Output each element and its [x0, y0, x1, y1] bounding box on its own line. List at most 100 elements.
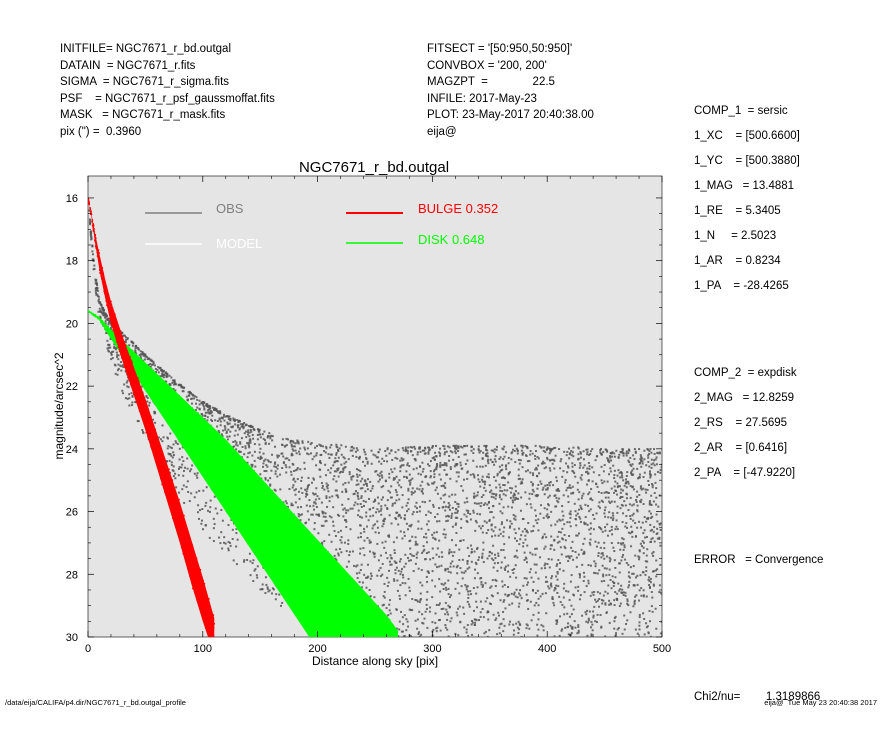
obs-point	[416, 453, 419, 456]
bulge-series-point	[88, 203, 91, 206]
obs-point	[507, 473, 510, 476]
obs-point	[600, 465, 603, 468]
obs-point	[645, 554, 648, 557]
disk-series-point	[152, 394, 154, 397]
obs-point	[320, 501, 323, 504]
obs-point	[431, 445, 434, 448]
obs-point	[378, 448, 381, 451]
obs-point	[612, 546, 615, 549]
obs-point	[588, 610, 591, 613]
obs-point	[381, 562, 384, 565]
disk-series-point	[296, 604, 299, 606]
obs-point	[228, 435, 231, 438]
obs-point	[615, 449, 618, 452]
obs-point	[602, 451, 605, 454]
obs-point	[135, 346, 138, 349]
obs-point	[625, 452, 628, 455]
obs-point	[516, 626, 519, 629]
bulge-series-point	[139, 387, 142, 390]
obs-point	[249, 440, 252, 443]
obs-point	[567, 622, 570, 625]
obs-point	[284, 464, 287, 467]
obs-point	[436, 520, 439, 523]
disk-series-point	[360, 618, 363, 621]
obs-point	[236, 444, 239, 447]
obs-point	[344, 481, 347, 484]
disk-series-point	[392, 635, 394, 637]
obs-point	[134, 349, 137, 352]
obs-point	[140, 353, 143, 356]
obs-point	[379, 566, 382, 569]
obs-point	[372, 500, 375, 503]
obs-point	[479, 450, 482, 453]
obs-point	[502, 483, 505, 486]
obs-point	[627, 482, 630, 485]
obs-point	[374, 498, 377, 501]
obs-point	[406, 556, 409, 559]
obs-point	[588, 510, 591, 513]
obs-point	[355, 455, 358, 458]
obs-point	[523, 558, 526, 561]
obs-point	[659, 544, 662, 547]
obs-point	[266, 459, 269, 462]
disk-series-point	[281, 561, 284, 564]
obs-point	[235, 532, 238, 535]
obs-point	[384, 504, 387, 507]
obs-point	[245, 423, 248, 426]
obs-point	[313, 478, 316, 481]
obs-point	[595, 512, 598, 515]
obs-point	[493, 476, 496, 479]
obs-point	[550, 582, 553, 585]
obs-point	[568, 457, 571, 460]
obs-point	[396, 579, 399, 582]
bulge-series-point	[159, 445, 162, 448]
obs-point	[510, 458, 513, 461]
disk-series-point	[292, 530, 294, 533]
obs-point	[503, 477, 506, 480]
obs-point	[360, 586, 363, 589]
obs-point	[622, 553, 625, 556]
obs-point	[196, 406, 199, 409]
obs-point	[256, 433, 259, 436]
obs-point	[466, 500, 469, 503]
obs-point	[409, 553, 412, 556]
disk-series-point	[344, 627, 347, 630]
obs-point	[481, 480, 484, 483]
obs-point	[125, 338, 128, 341]
obs-point	[616, 511, 619, 514]
obs-point	[424, 501, 427, 504]
obs-point	[644, 536, 647, 539]
obs-point	[613, 599, 616, 602]
obs-point	[349, 528, 352, 531]
obs-point	[201, 508, 204, 511]
obs-point	[646, 625, 649, 628]
obs-point	[628, 461, 631, 464]
obs-point	[555, 564, 558, 567]
disk-series-point	[292, 535, 295, 538]
obs-point	[641, 457, 644, 460]
obs-point	[515, 549, 518, 552]
obs-point	[492, 544, 495, 547]
obs-point	[632, 454, 635, 457]
disk-series-point	[370, 601, 372, 604]
obs-point	[482, 616, 485, 619]
obs-point	[371, 487, 374, 490]
obs-point	[498, 494, 501, 497]
obs-point	[614, 615, 617, 618]
disk-series-point	[375, 613, 377, 615]
bulge-series-point	[203, 590, 206, 593]
obs-point	[89, 233, 92, 236]
obs-point	[538, 472, 541, 475]
obs-point	[317, 532, 320, 535]
obs-point	[399, 584, 402, 587]
obs-point	[398, 560, 401, 563]
disk-series-point	[142, 366, 144, 369]
obs-point	[565, 590, 568, 593]
obs-point	[406, 464, 409, 467]
disk-series-point	[135, 361, 138, 364]
obs-point	[643, 529, 646, 532]
disk-series-point	[152, 388, 154, 391]
bulge-series-point	[172, 510, 174, 513]
obs-point	[251, 562, 254, 565]
obs-point	[585, 471, 588, 474]
